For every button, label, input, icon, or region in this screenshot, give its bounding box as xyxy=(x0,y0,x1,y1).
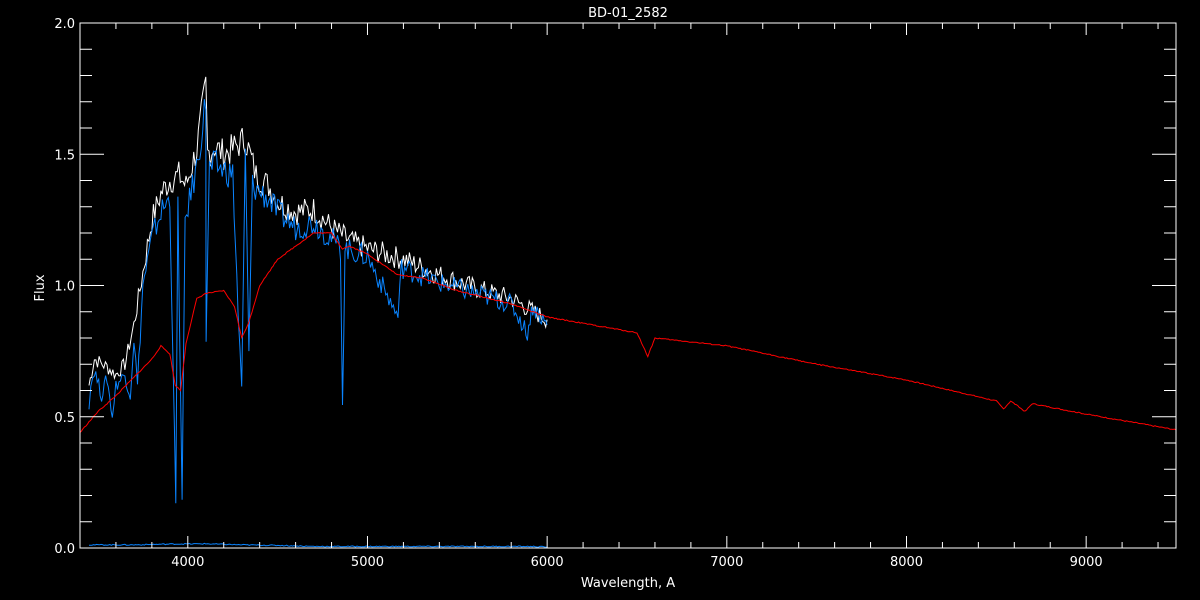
x-axis-label: Wavelength, A xyxy=(581,576,675,591)
x-tick-label: 8000 xyxy=(890,555,923,570)
x-tick-label: 5000 xyxy=(351,555,384,570)
y-tick-label: 0.5 xyxy=(54,411,75,426)
series-line-3 xyxy=(88,542,548,548)
plot-frame xyxy=(79,22,1177,549)
x-tick-label: 6000 xyxy=(531,555,564,570)
y-axis-label: Flux xyxy=(33,274,48,301)
series-line-2 xyxy=(79,232,1177,433)
y-tick-label: 0.0 xyxy=(54,542,75,557)
x-tick-label: 9000 xyxy=(1070,555,1103,570)
y-tick-label: 2.0 xyxy=(54,17,75,32)
y-tick-label: 1.5 xyxy=(54,148,75,163)
chart-title: BD-01_2582 xyxy=(588,6,668,21)
axes-group: 4000 5000 6000 7000 8000 9000 0.0 0.5 1.0 1.5 2.0 xyxy=(54,17,1177,570)
y-tick-label: 1.0 xyxy=(54,280,75,295)
x-tick-label: 4000 xyxy=(171,555,204,570)
x-tick-label: 7000 xyxy=(710,555,743,570)
series-line-0 xyxy=(88,76,548,386)
series-line-1 xyxy=(88,99,548,504)
series-group xyxy=(79,76,1177,548)
